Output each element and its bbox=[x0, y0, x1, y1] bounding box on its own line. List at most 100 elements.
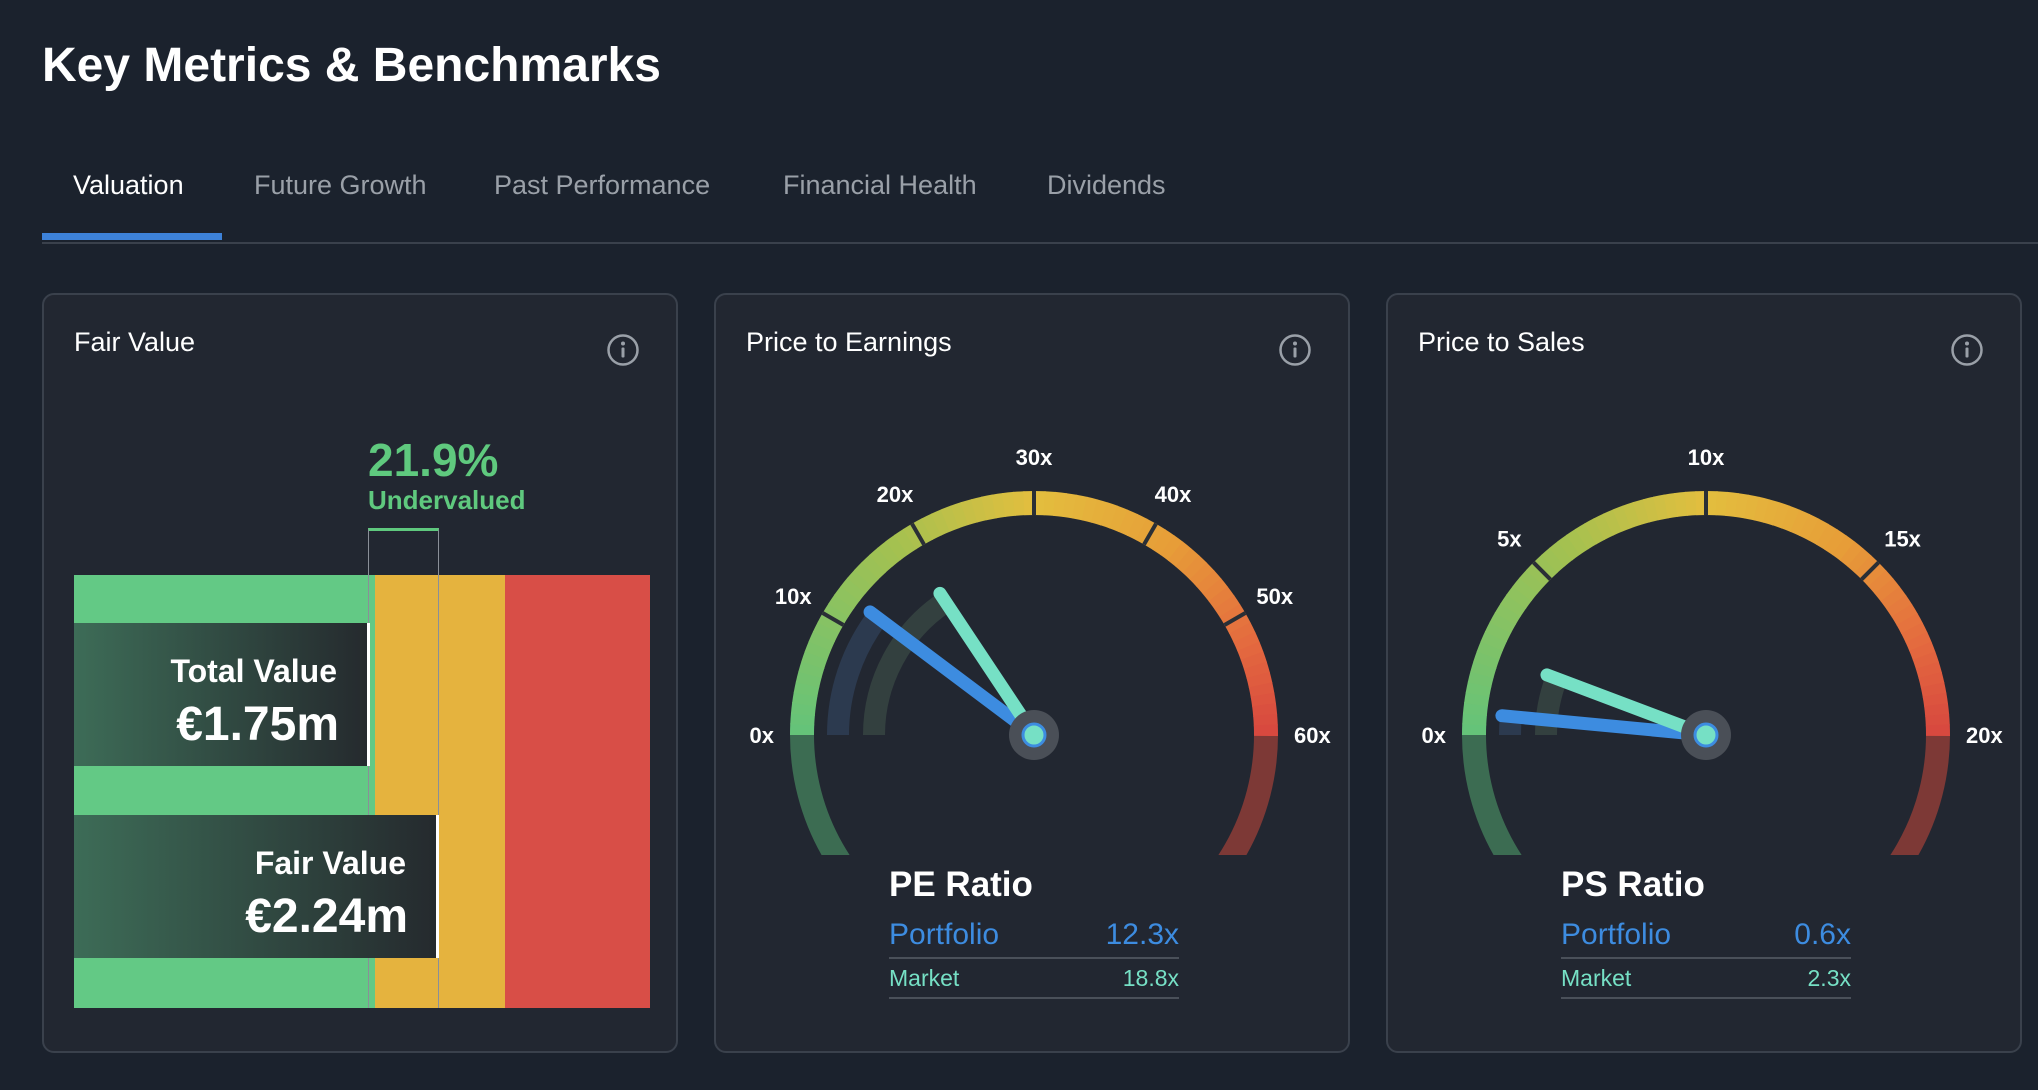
fair-value-label: Fair Value bbox=[254, 845, 406, 881]
pe-arc-segment bbox=[1090, 499, 1109, 526]
pe-arc-segment bbox=[1196, 570, 1222, 595]
pe-arc-segment bbox=[1053, 491, 1067, 518]
ps-arc-segment bbox=[1462, 702, 1489, 716]
ps-tick bbox=[1860, 561, 1880, 581]
portfolio-value: 12.3x bbox=[1105, 918, 1179, 951]
tab-financial-health[interactable]: Financial Health bbox=[783, 170, 977, 200]
ps-arc-segment bbox=[1512, 577, 1539, 602]
tab-valuation[interactable]: Valuation bbox=[73, 170, 184, 200]
ps-arc-segment bbox=[1622, 502, 1641, 529]
ps-arc-segment bbox=[1642, 496, 1660, 523]
tab-future-growth[interactable]: Future Growth bbox=[254, 170, 427, 200]
pe-arc-segment bbox=[1002, 491, 1016, 517]
ps-arc-segment bbox=[1612, 505, 1632, 532]
ps-tick-label: 0x bbox=[1422, 723, 1447, 748]
ps-arc-segment bbox=[1574, 523, 1597, 550]
info-icon[interactable] bbox=[1278, 333, 1312, 367]
price-to-sales-card: Price to Sales 0x 5x 10x 15x 20x PS Ratio Po… bbox=[1386, 293, 2022, 1053]
pe-tick bbox=[1142, 522, 1158, 546]
ps-arc-segment bbox=[1500, 594, 1527, 617]
ps-arc-segment bbox=[1674, 491, 1688, 517]
ps-arc-segment bbox=[1753, 496, 1771, 523]
pe-arc-segment bbox=[930, 509, 951, 536]
pe-tick-label: 30x bbox=[1016, 445, 1053, 470]
ps-arc-segment bbox=[1918, 671, 1945, 689]
ps-arc-segment bbox=[1832, 535, 1856, 562]
pe-tick bbox=[821, 611, 845, 627]
pe-arc-segment bbox=[1233, 631, 1260, 652]
ps-arc-segment bbox=[1549, 540, 1573, 567]
fair-value-bar: Fair Value €2.24m bbox=[74, 815, 439, 958]
ps-tick bbox=[1532, 561, 1552, 581]
ps-arc-segment bbox=[1734, 493, 1750, 519]
pe-tick bbox=[910, 522, 926, 546]
tab-dividends[interactable]: Dividends bbox=[1047, 170, 1166, 200]
card-title: Fair Value bbox=[74, 327, 196, 357]
ps-tick-label: 15x bbox=[1884, 526, 1921, 551]
pe-arc-segment bbox=[790, 702, 817, 716]
ps-arc-segment bbox=[1467, 670, 1494, 688]
ps-arc-segment bbox=[1847, 548, 1872, 574]
pe-lower-right-arc bbox=[1218, 734, 1278, 855]
ps-arc-segment bbox=[1602, 509, 1623, 536]
ps-arc-segment bbox=[1744, 494, 1760, 521]
pe-arc-segment bbox=[828, 594, 855, 617]
overvalued-zone bbox=[505, 575, 650, 1008]
pe-tick-label: 0x bbox=[750, 723, 775, 748]
pe-arc-segment bbox=[1243, 661, 1270, 679]
pe-arc-segment bbox=[801, 650, 828, 669]
ps-arc-segment bbox=[1912, 651, 1939, 670]
pe-arc-segment bbox=[869, 547, 894, 573]
pe-arc-segment bbox=[1229, 622, 1256, 643]
ps-arc-segment bbox=[1790, 509, 1811, 537]
ps-arc-segment bbox=[1470, 660, 1497, 679]
pe-arc-segment bbox=[812, 621, 840, 643]
ps-arc-segment bbox=[1632, 499, 1650, 526]
pe-gauge: 0x 10x 20x 30x 40x 50x 60x bbox=[750, 445, 1331, 855]
ps-arc-segment bbox=[1839, 541, 1864, 568]
pe-arc-segment bbox=[1012, 491, 1026, 516]
info-icon[interactable] bbox=[1950, 333, 1984, 367]
ps-arc-segment bbox=[1901, 622, 1928, 643]
ps-hub-center bbox=[1693, 722, 1719, 748]
portfolio-row: Portfolio 0.6x bbox=[1561, 913, 1851, 959]
pe-arc-segment bbox=[834, 585, 861, 609]
pe-arc-segment bbox=[1253, 713, 1278, 727]
pe-market-track bbox=[863, 592, 952, 736]
pe-arc-segment bbox=[885, 534, 909, 561]
ps-arc-segment bbox=[1868, 570, 1894, 595]
pe-arc-segment bbox=[1100, 502, 1119, 529]
pe-arc-segment bbox=[940, 505, 960, 532]
pe-arc-segment bbox=[798, 660, 825, 679]
pe-market-needle bbox=[933, 586, 1041, 742]
ps-arc-segment bbox=[1725, 491, 1739, 518]
ps-arc-segment bbox=[1473, 650, 1500, 669]
market-label: Market bbox=[889, 964, 960, 991]
pe-arc-segment bbox=[1250, 692, 1277, 708]
total-value-label: Total Value bbox=[170, 653, 337, 689]
pe-arc-segment bbox=[1167, 541, 1192, 568]
ps-arc-segment bbox=[1909, 641, 1936, 661]
pe-arc-segment bbox=[1214, 595, 1241, 618]
market-label: Market bbox=[1561, 964, 1632, 991]
ps-arc-segment bbox=[1506, 585, 1533, 609]
ps-lower-left-arc bbox=[1462, 734, 1522, 855]
fair-value-amount: €2.24m bbox=[245, 890, 408, 943]
pe-portfolio-needle bbox=[863, 605, 1041, 742]
ps-arc-segment bbox=[1920, 682, 1947, 698]
card-title: Price to Sales bbox=[1418, 327, 1585, 357]
pe-arc-segment bbox=[1208, 586, 1235, 610]
ps-arc-segment bbox=[1915, 661, 1942, 679]
card-title: Price to Earnings bbox=[746, 327, 952, 357]
page-title: Key Metrics & Benchmarks bbox=[42, 39, 661, 92]
ps-arc-segment bbox=[1798, 513, 1820, 541]
pe-arc-segment bbox=[861, 554, 887, 580]
ps-arc-segment bbox=[1715, 491, 1729, 516]
price-to-earnings-card: Price to Earnings 0x 10x 20x 30x 40x 50x 60x P… bbox=[714, 293, 1350, 1053]
tab-past-performance[interactable]: Past Performance bbox=[494, 170, 711, 200]
ps-lower-right-arc bbox=[1890, 734, 1950, 855]
ps-arc-segment bbox=[1557, 534, 1581, 561]
ps-arc-segment bbox=[1781, 505, 1801, 533]
pe-arc-segment bbox=[1072, 494, 1088, 521]
info-icon[interactable] bbox=[606, 333, 640, 367]
